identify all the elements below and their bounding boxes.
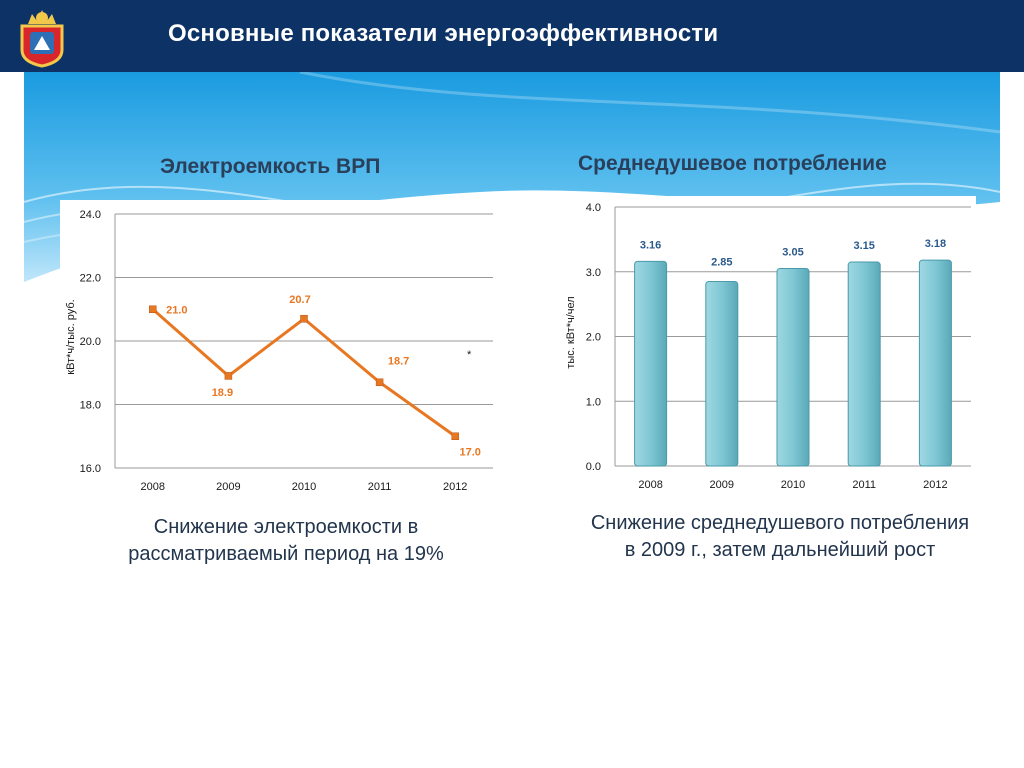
line-chart: 16.0 18.0 20.0 22.0 24.0 2008 2009 2010 2011 2012… <box>65 209 493 493</box>
x-tick-label: 2012 <box>923 479 947 491</box>
x-tick-label: 2010 <box>781 479 805 491</box>
data-point <box>149 305 157 313</box>
data-point <box>224 372 233 380</box>
right-chart-title: Среднедушевое потребление <box>578 152 887 175</box>
data-label: 3.05 <box>782 247 803 259</box>
bar-chart-panel: 0.0 1.0 2.0 3.0 4.0 2008 2009 2010 2011 2012 тыс. … <box>560 196 976 498</box>
data-label: 18.7 <box>388 355 409 367</box>
y-tick-label: 3.0 <box>586 267 601 279</box>
data-label: 20.7 <box>289 294 310 306</box>
bar <box>634 260 668 467</box>
data-label: 3.18 <box>925 238 946 250</box>
data-point <box>300 315 308 323</box>
y-tick-label: 16.0 <box>80 463 101 475</box>
regional-coat-of-arms-icon <box>20 10 64 68</box>
y-tick-label: 1.0 <box>586 396 601 408</box>
left-caption-line-2: рассматриваемый период на 19% <box>128 543 444 565</box>
data-label: 18.9 <box>212 387 233 399</box>
y-tick-label: 22.0 <box>80 273 101 285</box>
data-point <box>451 432 459 440</box>
right-caption: Снижение среднедушевого потребления в 20… <box>540 510 1020 564</box>
asterisk-note: * <box>467 349 472 361</box>
x-tick-label: 2011 <box>852 479 876 491</box>
bar <box>847 261 881 467</box>
series-line <box>151 308 457 438</box>
right-caption-line-2: в 2009 г., затем дальнейший рост <box>624 539 936 561</box>
left-chart-title: Электроемкость ВРП <box>160 155 381 178</box>
y-tick-label: 20.0 <box>80 336 101 348</box>
bar <box>705 280 739 467</box>
y-tick-label: 0.0 <box>586 461 601 473</box>
y-axis-label: кВт*ч/тыс. руб. <box>65 299 77 374</box>
y-axis-label: тыс. кВт*ч/чел <box>565 296 577 368</box>
data-label: 2.85 <box>711 256 732 268</box>
left-caption-line-1: Снижение электроемкости в <box>153 516 419 538</box>
x-tick-label: 2008 <box>141 481 165 493</box>
x-tick-label: 2011 <box>368 481 392 493</box>
right-caption-line-1: Снижение среднедушевого потребления <box>590 512 970 534</box>
header-bar: Основные показатели энергоэффективности <box>0 0 1024 72</box>
x-tick-label: 2009 <box>710 479 734 491</box>
bar-chart: 0.0 1.0 2.0 3.0 4.0 2008 2009 2010 2011 2012 тыс. … <box>565 202 971 491</box>
y-tick-label: 2.0 <box>586 332 601 344</box>
data-label: 3.15 <box>853 240 874 252</box>
left-caption: Снижение электроемкости в рассматриваемы… <box>96 514 476 568</box>
line-chart-panel: 16.0 18.0 20.0 22.0 24.0 2008 2009 2010 2011 2012… <box>60 200 498 502</box>
data-label: 3.16 <box>640 239 661 251</box>
data-label: 17.0 <box>459 446 480 458</box>
x-tick-label: 2012 <box>443 481 467 493</box>
y-tick-label: 24.0 <box>80 209 101 221</box>
x-tick-label: 2008 <box>638 479 662 491</box>
y-tick-label: 4.0 <box>586 202 601 214</box>
bar <box>776 268 810 467</box>
bar <box>918 259 952 467</box>
slide-title: Основные показатели энергоэффективности <box>168 20 719 47</box>
x-tick-label: 2010 <box>292 481 316 493</box>
x-tick-label: 2009 <box>216 481 240 493</box>
data-label: 21.0 <box>166 304 187 316</box>
data-point <box>375 378 384 387</box>
y-tick-label: 18.0 <box>80 400 101 412</box>
